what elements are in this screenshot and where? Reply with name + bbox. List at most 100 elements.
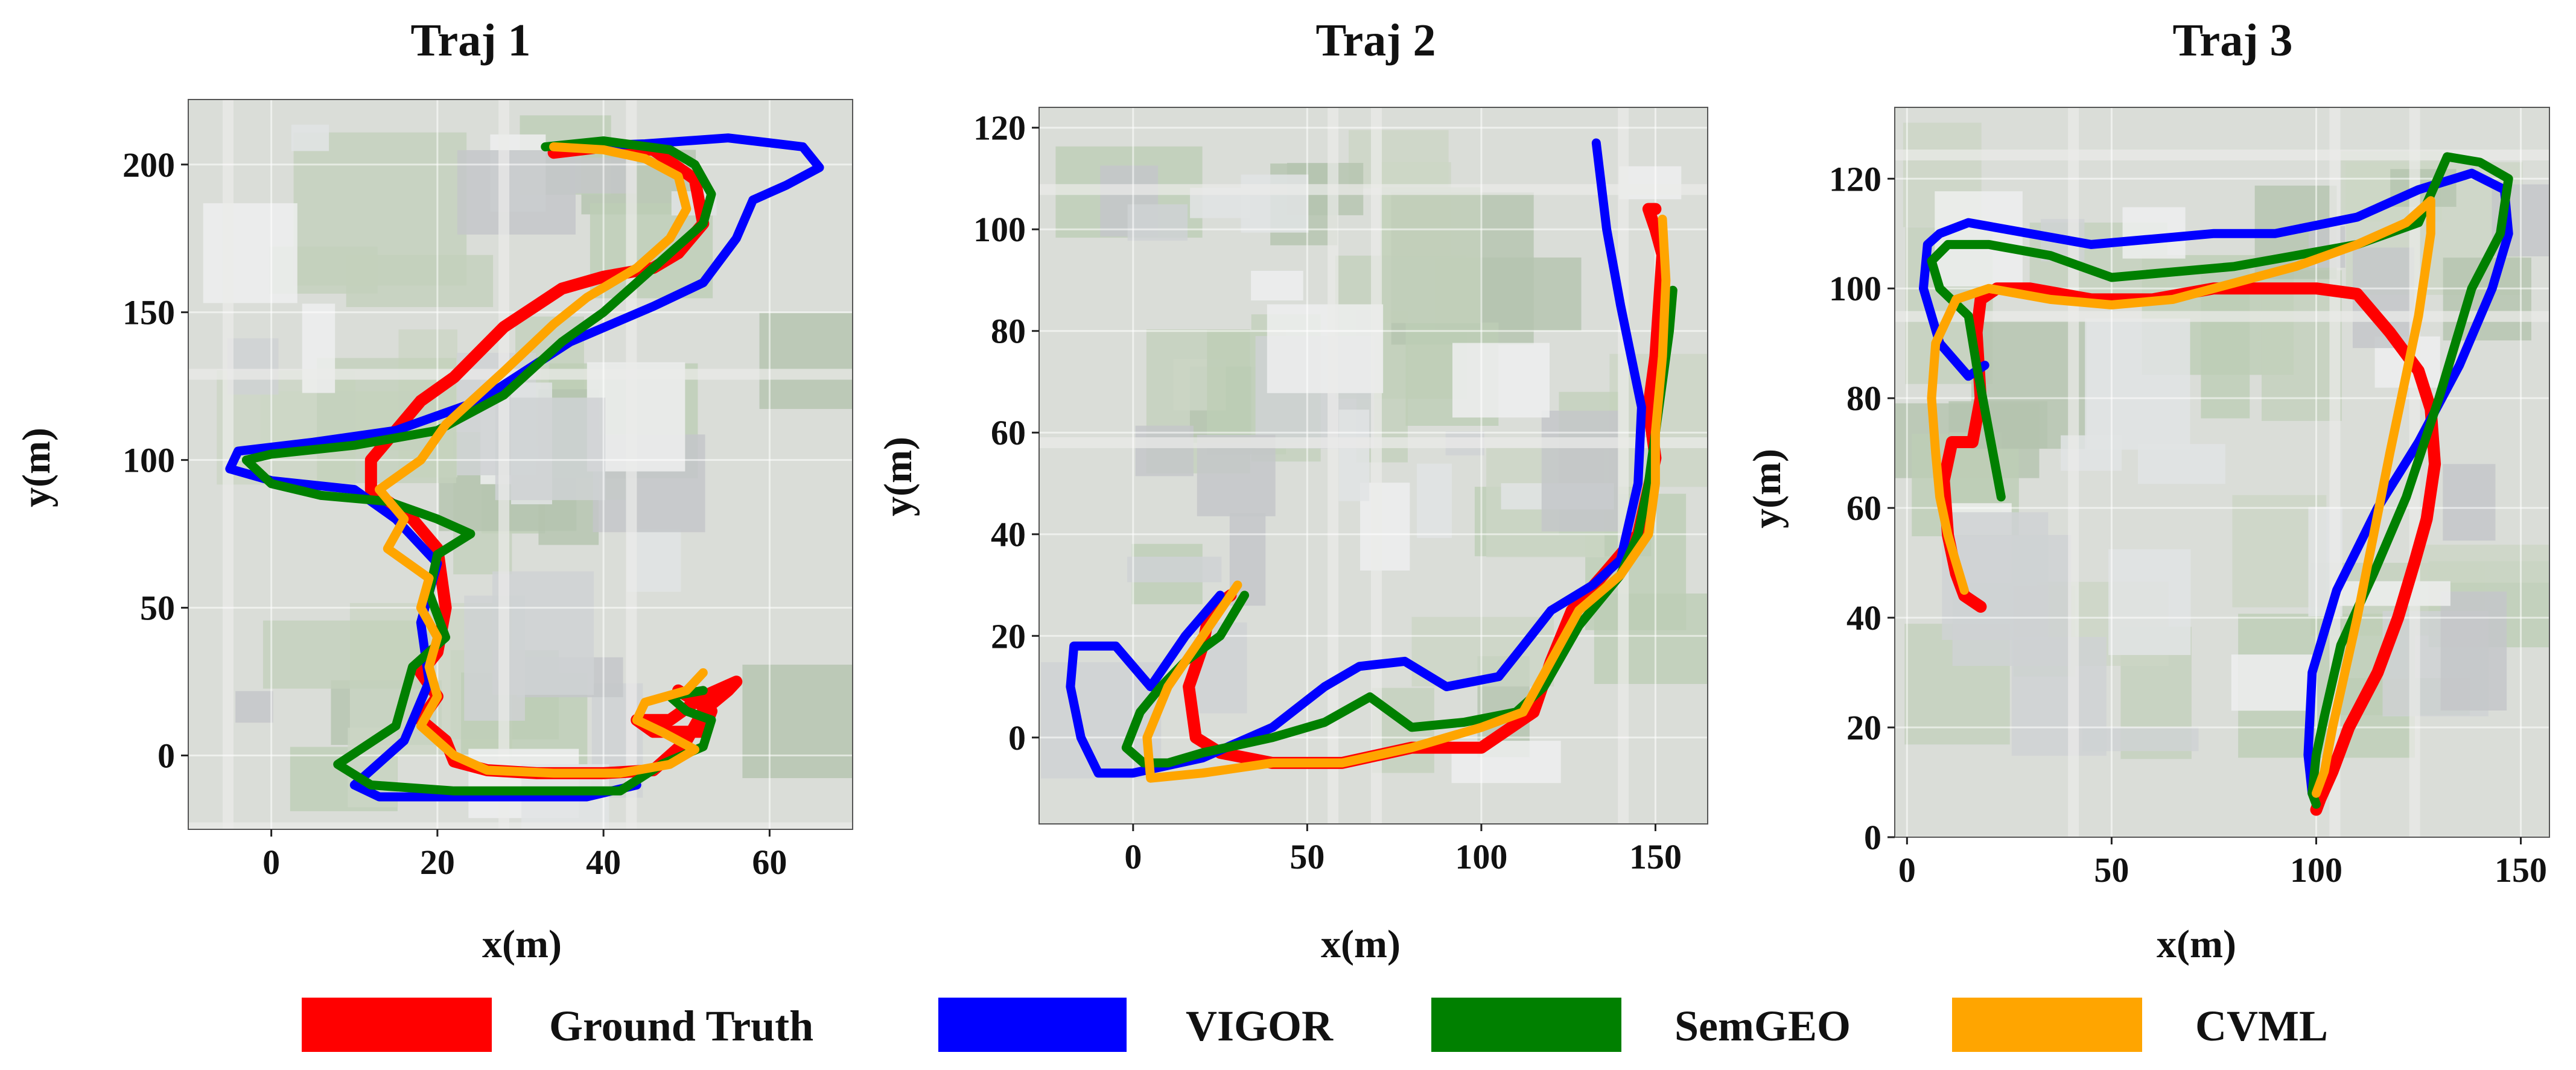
traj-1-title: Traj 1	[410, 15, 530, 66]
map-building	[291, 124, 329, 151]
traj-1-semgeo-line	[241, 136, 716, 796]
x-tick-label: 100	[2290, 850, 2342, 890]
traj-3-ylabel: y(m)	[1745, 449, 1789, 528]
y-tick-label: 100	[973, 210, 1026, 249]
map-vegetation-patch	[742, 664, 853, 779]
legend-swatch-semgeo	[1431, 998, 1621, 1052]
y-tick-label: 60	[991, 413, 1026, 452]
traj-1-lines	[225, 133, 824, 802]
map-building	[1197, 434, 1276, 516]
y-tick-label: 40	[1846, 598, 1881, 638]
traj-3-xlabel: x(m)	[2157, 922, 2236, 966]
legend: Ground Truth VIGOR SemGEO CVML	[302, 998, 2328, 1052]
map-building	[1135, 425, 1194, 476]
map-vegetation-patch	[346, 255, 494, 308]
map-building	[2231, 654, 2313, 711]
traj-2-ticks: 0 50 100 150 0 20 40 60 80 100 120	[973, 109, 1682, 876]
map-building	[1267, 304, 1384, 393]
y-tick-label: 150	[122, 293, 175, 332]
traj-2-aerial-map	[1039, 107, 1708, 824]
legend-label-semgeo: SemGEO	[1674, 1002, 1851, 1050]
map-building	[492, 571, 594, 695]
traj-1-frame	[188, 99, 853, 830]
x-tick-label: 20	[420, 843, 455, 882]
map-building	[227, 338, 279, 395]
map-vegetation-patch	[759, 312, 853, 410]
x-tick-label: 40	[586, 843, 621, 882]
legend-label-vigor: VIGOR	[1186, 1002, 1334, 1050]
map-road	[1328, 107, 1339, 824]
y-tick-label: 60	[1846, 489, 1881, 528]
map-building	[1338, 410, 1370, 501]
traj-2-semgeo-line	[1121, 285, 1678, 768]
legend-label-ground-truth: Ground Truth	[549, 1002, 813, 1050]
traj-3-panel: Traj 3 0 50 100 150 0 20 40 60 80 100 120 x(m) y(m…	[1745, 15, 2550, 966]
legend-swatch-ground-truth	[302, 998, 492, 1052]
x-tick-label: 0	[1124, 837, 1142, 876]
x-tick-label: 150	[2495, 850, 2547, 890]
y-tick-label: 50	[140, 589, 175, 628]
map-building	[2137, 444, 2225, 484]
traj-3-lines	[1919, 152, 2513, 816]
map-road	[1895, 149, 2549, 160]
map-building	[235, 691, 273, 723]
traj-1-ticks: 0 20 40 60 0 50 100 150 200	[122, 145, 787, 882]
y-tick-label: 120	[973, 109, 1026, 148]
y-tick-label: 0	[1864, 818, 1881, 857]
x-tick-label: 60	[752, 843, 787, 882]
y-tick-label: 0	[1008, 718, 1026, 758]
y-tick-label: 100	[122, 441, 175, 480]
x-tick-label: 100	[1455, 837, 1507, 876]
map-building	[2443, 464, 2496, 541]
traj-1-cvml-line	[375, 142, 708, 778]
x-tick-label: 50	[1290, 837, 1325, 876]
y-tick-label: 20	[1846, 708, 1881, 747]
x-tick-label: 150	[1629, 837, 1682, 876]
map-road	[188, 822, 853, 829]
y-tick-label: 0	[157, 736, 175, 776]
traj-2-xlabel: x(m)	[1321, 922, 1401, 966]
y-tick-label: 20	[991, 616, 1026, 656]
traj-1-vigor-line	[225, 133, 824, 802]
map-building	[1127, 204, 1188, 241]
map-vegetation-patch	[2415, 545, 2549, 583]
map-building	[495, 397, 606, 501]
x-tick-label: 0	[262, 843, 280, 882]
traj-3-ticks: 0 50 100 150 0 20 40 60 80 100 120	[1829, 159, 2547, 890]
map-building	[2085, 318, 2190, 450]
traj-2-vigor-line	[1066, 138, 1646, 778]
x-tick-label: 50	[2094, 850, 2129, 890]
traj-2-panel: Traj 2 0 50 100 150 0 20 40 60 80 100 120 x(m) y(m…	[876, 15, 1708, 966]
traj-3-cvml-line	[1927, 196, 2435, 798]
traj-3-title: Traj 3	[2172, 15, 2292, 66]
y-tick-label: 200	[122, 145, 175, 185]
map-building	[2332, 581, 2450, 606]
y-tick-label: 40	[991, 515, 1026, 554]
traj-2-lines	[1066, 138, 1678, 783]
traj-3-frame	[1894, 107, 2550, 838]
legend-swatch-vigor	[938, 998, 1127, 1052]
y-tick-label: 100	[1829, 269, 1881, 308]
y-tick-label: 120	[1829, 159, 1881, 198]
traj-3-ground-truth-line	[1938, 282, 2441, 816]
legend-label-cvml: CVML	[2195, 1002, 2328, 1050]
y-tick-label: 80	[991, 312, 1026, 351]
map-building	[1251, 270, 1303, 301]
map-vegetation-patch	[1380, 187, 1481, 323]
legend-swatch-cvml	[1952, 998, 2142, 1052]
traj-2-cvml-line	[1142, 214, 1671, 783]
map-building	[2108, 549, 2191, 655]
traj-2-ylabel: y(m)	[876, 437, 920, 516]
map-building	[1417, 463, 1452, 538]
map-road	[1371, 107, 1382, 824]
map-building	[203, 203, 297, 303]
map-building	[1541, 410, 1619, 532]
map-building	[2440, 591, 2507, 711]
traj-1-panel: Traj 1 0 20 40 60 0 50 100 150 200 x(m) y(m)	[14, 15, 853, 966]
traj-2-title: Traj 2	[1315, 15, 1436, 66]
map-building	[1127, 556, 1222, 583]
map-vegetation-patch	[262, 620, 431, 689]
traj-1-ylabel: y(m)	[14, 428, 59, 507]
x-tick-label: 0	[1898, 850, 1916, 890]
